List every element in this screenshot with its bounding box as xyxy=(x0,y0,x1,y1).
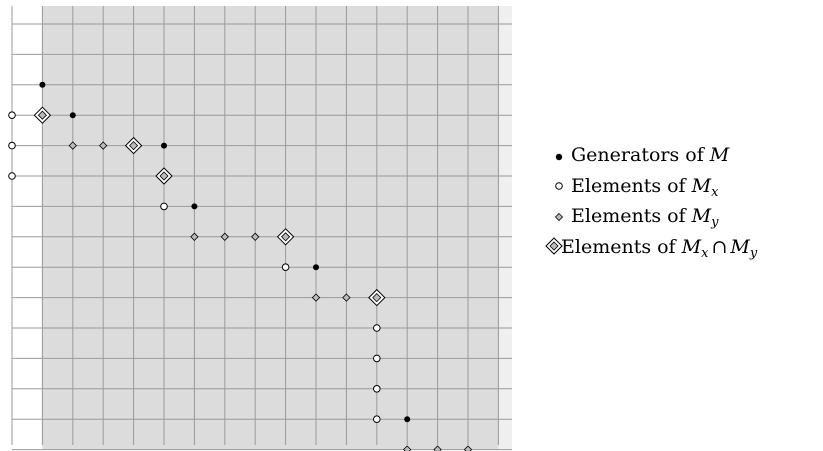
legend-math-sub-y-second: y xyxy=(749,245,758,261)
shaded-region xyxy=(42,6,512,450)
legend-math-sub-x: x xyxy=(711,184,719,200)
shaded-cell-block xyxy=(164,6,195,450)
my-element-marker xyxy=(433,445,442,451)
legend-label-my: Elements of xyxy=(571,205,692,227)
mx-element-marker xyxy=(160,202,168,211)
shaded-cell-block xyxy=(72,6,164,450)
my-element-marker xyxy=(342,293,351,302)
grid-lines xyxy=(11,6,512,451)
legend-item-intersection: Elements of Mx ∩ My xyxy=(535,232,820,263)
my-element-marker xyxy=(99,141,108,150)
legend-label-mx: Elements of xyxy=(571,174,692,197)
legend-label-intersection: Elements of xyxy=(561,235,682,258)
legend-math-m-second: M xyxy=(730,235,750,258)
generator-marker xyxy=(404,416,411,423)
mx-element-marker xyxy=(373,415,381,424)
legend-item-generators: Generators of M xyxy=(535,140,820,171)
shaded-cell-block xyxy=(42,6,73,450)
generator-marker xyxy=(69,112,76,119)
filled-dot-icon xyxy=(555,153,563,161)
intersection-marker-inner xyxy=(372,293,382,303)
legend-math-m: M xyxy=(691,205,712,227)
my-element-marker xyxy=(220,232,229,241)
point-markers xyxy=(8,81,473,451)
shaded-cell-block xyxy=(316,6,408,450)
monomial-staircase-diagram xyxy=(8,6,512,451)
my-element-marker xyxy=(68,141,77,150)
small-diamond-icon xyxy=(554,212,564,222)
double-diamond-icon xyxy=(545,236,563,255)
generator-marker xyxy=(161,142,167,149)
open-circle-icon xyxy=(555,181,563,190)
my-element-marker xyxy=(190,232,199,241)
mx-element-marker xyxy=(8,141,16,150)
legend-math-sub-x: x xyxy=(701,245,709,261)
my-element-marker xyxy=(311,293,321,302)
my-element-marker xyxy=(251,232,260,241)
shaded-edge-strip xyxy=(498,6,512,450)
mx-element-marker xyxy=(373,385,381,393)
mx-element-marker xyxy=(281,263,290,272)
intersection-marker-inner xyxy=(37,110,47,120)
generator-marker xyxy=(39,81,46,88)
intersection-marker-inner xyxy=(159,171,169,181)
mx-element-marker xyxy=(8,111,16,119)
legend-item-mx: Elements of Mx xyxy=(535,171,820,202)
generator-marker xyxy=(191,203,198,210)
intersection-symbol: ∩ xyxy=(711,235,728,258)
legend-math-m: M xyxy=(709,144,730,166)
legend-label-generators: Generators of xyxy=(571,144,710,166)
legend: Generators of M Elements of Mx Elements … xyxy=(535,140,820,262)
intersection-marker-inner xyxy=(281,232,291,242)
mx-element-marker xyxy=(8,172,16,180)
legend-math-sub-y: y xyxy=(711,215,719,230)
legend-math-m: M xyxy=(691,174,712,197)
intersection-marker-inner xyxy=(129,141,139,151)
legend-item-my: Elements of My xyxy=(535,201,820,232)
shaded-cell-block xyxy=(407,6,499,450)
mx-element-marker xyxy=(373,354,381,363)
my-element-marker xyxy=(463,445,473,451)
legend-math-m: M xyxy=(681,235,702,258)
mx-element-marker xyxy=(373,324,381,332)
my-element-marker xyxy=(403,445,412,451)
generator-marker xyxy=(313,264,319,271)
